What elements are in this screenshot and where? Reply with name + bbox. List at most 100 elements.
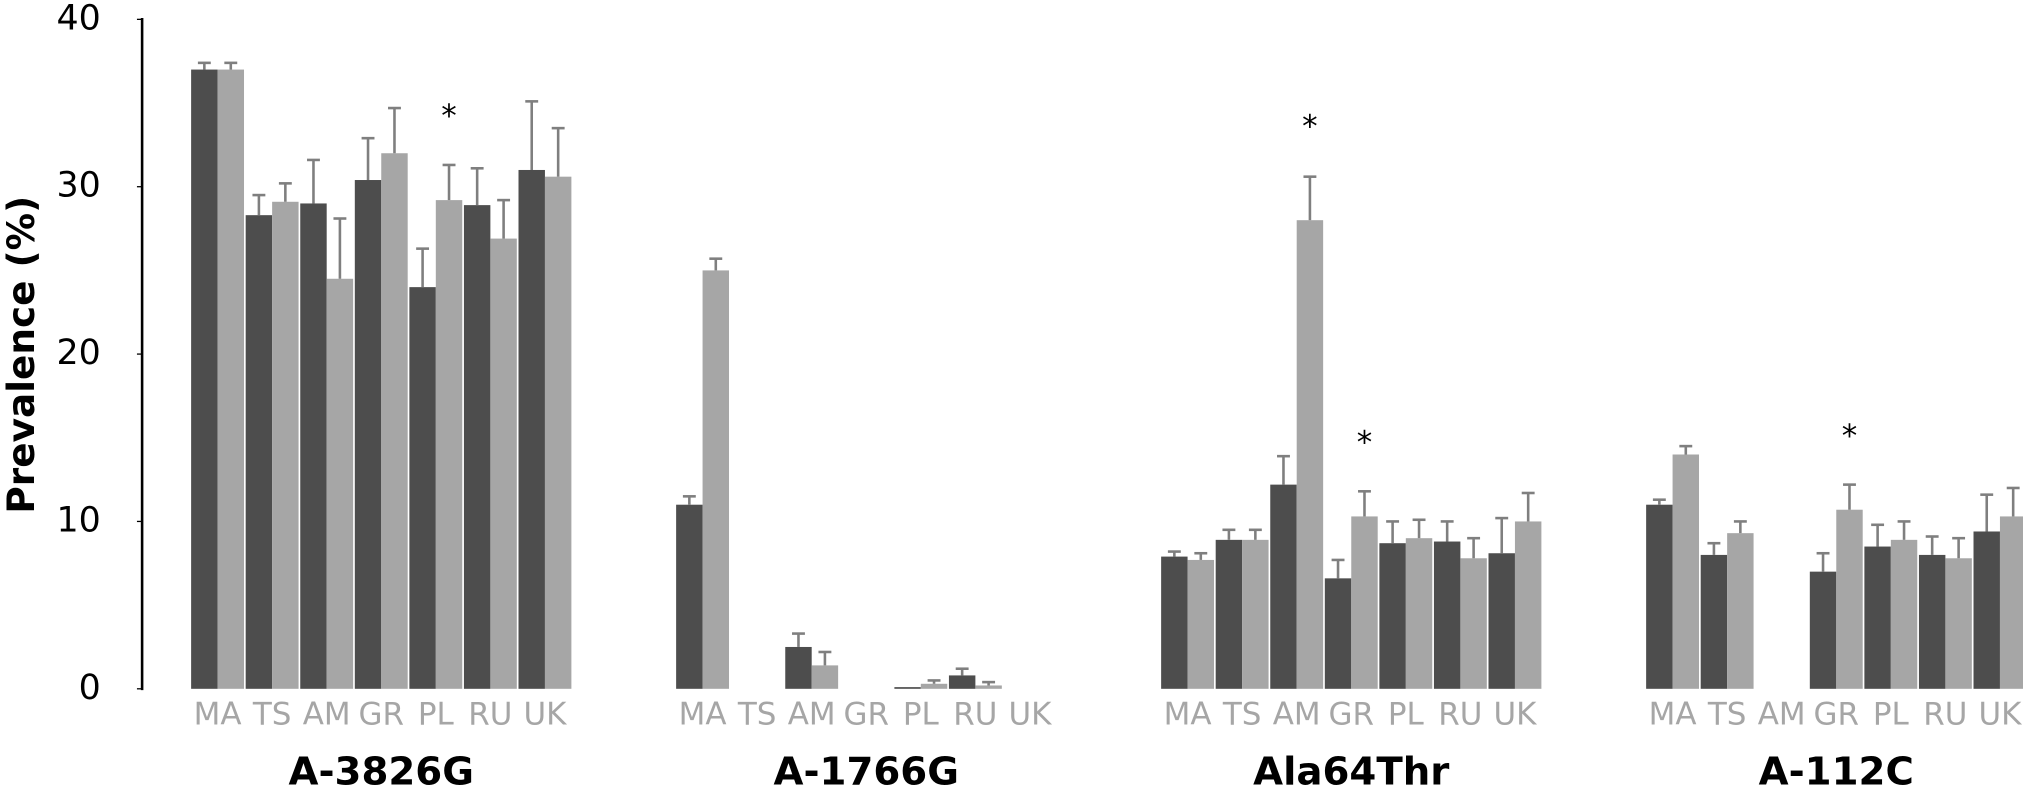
bar xyxy=(245,215,273,689)
error-bar xyxy=(1952,536,1966,559)
x-tick-label: AM xyxy=(788,696,836,732)
error-bar xyxy=(1897,520,1911,540)
error-bar xyxy=(927,679,941,684)
x-tick-label: PL xyxy=(1388,696,1425,732)
bar xyxy=(1270,484,1297,689)
error-bar xyxy=(1843,483,1856,510)
error-bar xyxy=(709,257,723,271)
x-tick-label: MA xyxy=(1649,696,1697,732)
bar xyxy=(326,278,354,689)
bar xyxy=(544,176,572,689)
bar xyxy=(1215,539,1243,689)
y-tick-label: 30 xyxy=(57,166,101,206)
error-bar xyxy=(442,163,456,201)
error-bar xyxy=(307,158,320,204)
bar xyxy=(490,238,517,689)
error-bar xyxy=(2006,486,2020,517)
x-tick-label: MA xyxy=(679,696,727,732)
bar xyxy=(1460,558,1487,689)
bar xyxy=(300,203,327,689)
error-bar xyxy=(1925,535,1939,555)
error-bar xyxy=(252,193,266,216)
x-tick-label: GR xyxy=(844,696,889,732)
error-bar xyxy=(1467,536,1481,559)
error-bar xyxy=(197,61,211,70)
x-tick-label: TS xyxy=(737,696,777,732)
bar xyxy=(948,675,976,689)
group-label: Ala64Thr xyxy=(1253,749,1449,792)
error-bar xyxy=(333,217,347,279)
error-bar xyxy=(1733,520,1747,534)
error-bar xyxy=(982,680,996,686)
error-bar xyxy=(278,182,292,202)
x-tick-label: PL xyxy=(903,696,940,732)
error-bar xyxy=(1707,541,1721,555)
error-bar xyxy=(1248,528,1262,540)
bar xyxy=(272,201,299,689)
x-tick-label: UK xyxy=(1493,696,1537,732)
bar xyxy=(1999,516,2023,689)
error-bar xyxy=(497,198,511,239)
bar xyxy=(1727,533,1754,689)
x-tick-label: TS xyxy=(1222,696,1262,732)
bar xyxy=(217,69,245,689)
x-tick-label: RU xyxy=(953,696,997,732)
y-tick-label: 40 xyxy=(57,0,101,38)
x-tick-label: AM xyxy=(1758,696,1806,732)
bar xyxy=(1324,578,1352,689)
x-tick-label: RU xyxy=(1923,696,1967,732)
x-tick-label: RU xyxy=(1438,696,1482,732)
bar xyxy=(1973,531,2000,689)
x-tick-label: MA xyxy=(1164,696,1212,732)
x-tick-label: GR xyxy=(1329,696,1374,732)
error-bar xyxy=(1222,528,1236,540)
x-tick-label: TS xyxy=(252,696,292,732)
bar xyxy=(1242,539,1269,689)
group-label: A-1766G xyxy=(774,749,959,792)
error-bar xyxy=(1871,523,1885,547)
significance-marker: * xyxy=(1302,109,1317,145)
bar xyxy=(920,683,948,689)
x-tick-label: UK xyxy=(1008,696,1052,732)
x-tick-label: PL xyxy=(418,696,455,732)
error-bar xyxy=(1331,558,1345,579)
x-tick-label: MA xyxy=(194,696,242,732)
error-bar xyxy=(1194,551,1208,560)
error-bar xyxy=(551,126,565,177)
bar xyxy=(1672,454,1700,689)
error-bar xyxy=(1167,550,1181,557)
bar xyxy=(435,200,463,689)
x-tick-label: PL xyxy=(1873,696,1910,732)
y-axis-label: Prevalence (%) xyxy=(0,196,43,514)
x-tick-label: UK xyxy=(523,696,567,732)
error-bar xyxy=(1495,516,1509,554)
bar xyxy=(1809,571,1837,689)
bar xyxy=(1514,521,1542,689)
error-bar xyxy=(1816,551,1830,572)
bar xyxy=(1433,541,1461,689)
bar xyxy=(1646,504,1673,689)
bar xyxy=(1379,543,1406,689)
x-tick-label: AM xyxy=(1273,696,1321,732)
x-tick-label: UK xyxy=(1978,696,2022,732)
x-tick-label: GR xyxy=(359,696,404,732)
bar xyxy=(1890,539,1918,689)
bar xyxy=(1918,554,1946,689)
x-tick-label: RU xyxy=(468,696,512,732)
error-bar xyxy=(955,667,969,676)
error-bar xyxy=(1386,520,1400,544)
error-bar xyxy=(682,495,696,505)
y-tick-label: 20 xyxy=(57,333,101,373)
error-bar xyxy=(1679,444,1693,455)
error-bar xyxy=(525,100,539,170)
group-label: A-3826G xyxy=(289,749,474,792)
error-bar xyxy=(818,650,832,666)
x-tick-label: TS xyxy=(1707,696,1747,732)
error-bar xyxy=(1652,498,1666,505)
error-bar xyxy=(388,106,401,154)
bar xyxy=(1836,509,1863,689)
bar xyxy=(702,270,730,689)
group-label: A-112C xyxy=(1759,749,1914,792)
bar xyxy=(894,687,921,689)
